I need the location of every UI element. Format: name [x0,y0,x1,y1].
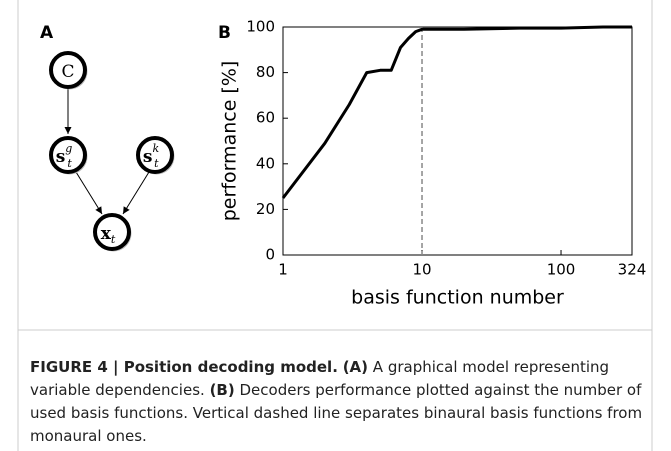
node-base: s [56,147,66,167]
node-sup: k [152,142,159,155]
y-tick-label: 100 [246,18,275,36]
node-base: s [143,147,153,167]
node [49,51,87,89]
frame [17,0,653,451]
caption-label: (A) [342,358,369,376]
node-label: C [61,62,74,82]
node-label: sk t [143,142,160,170]
y-tick-label: 40 [256,154,275,172]
caption: FIGURE 4 | Position decoding model. (A) … [30,356,645,448]
caption-title: FIGURE 4 | Position decoding model. [30,358,338,376]
node [93,213,131,251]
node-base: C [61,62,74,82]
y-tick-label: 60 [256,109,275,127]
x-tick-label: 1 [278,261,288,279]
node-sup: g [65,142,72,155]
x-axis-label: basis function number [351,287,564,309]
y-tick-label: 20 [256,200,275,218]
x-tick-label: 324 [618,261,647,279]
panel-label: B [218,23,231,43]
node-sub: t [111,233,116,246]
y-tick-label: 0 [265,246,275,264]
x-tick-label: 10 [412,261,431,279]
y-axis-label: performance [%] [219,61,241,222]
caption-label: (B) [209,381,235,399]
node-label: xt [101,224,116,247]
node-sub: t [67,157,72,170]
node-sub: t [154,157,159,170]
graph-edges [64,88,150,215]
node-label: sg t [56,142,73,170]
caption-text: Decoders performance plotted against the… [30,381,643,445]
data-line [281,25,632,199]
node-base: x [101,224,112,244]
caption-text: A graphical model representing variable … [30,358,610,399]
y-tick-label: 80 [256,63,275,81]
plot-frame [282,26,633,256]
node [136,136,174,174]
node [49,136,87,174]
panel-label: A [40,23,54,43]
x-tick-label: 100 [547,261,576,279]
